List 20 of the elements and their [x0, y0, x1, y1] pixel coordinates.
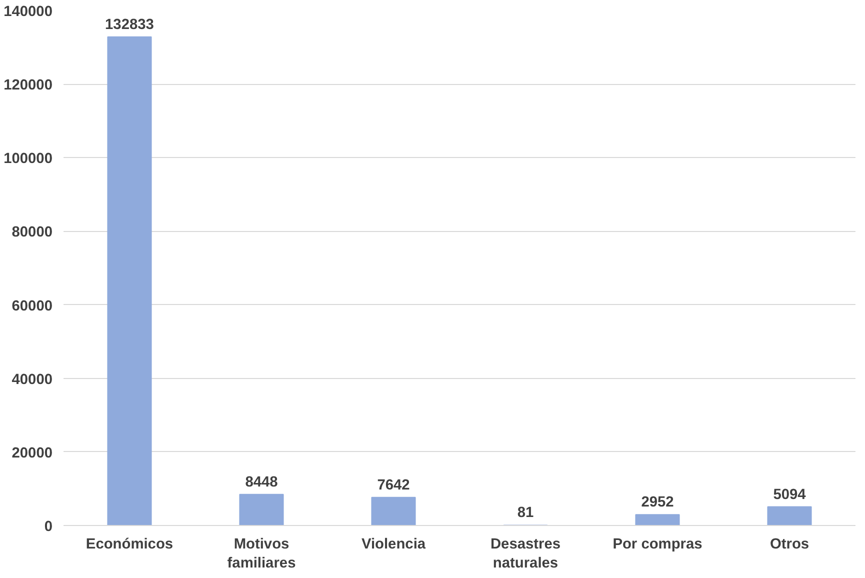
x-tick-label: Violencia	[361, 536, 426, 552]
y-tick-label: 40000	[12, 372, 53, 388]
data-label: 5094	[773, 486, 807, 503]
y-tick-label: 80000	[12, 224, 53, 241]
data-label: 2952	[641, 494, 674, 511]
data-label: 8448	[245, 474, 278, 490]
y-tick-label: 20000	[12, 445, 53, 462]
data-label: 81	[517, 505, 534, 522]
data-label: 132833	[105, 16, 154, 33]
data-label: 7642	[377, 477, 410, 494]
y-tick-label: 60000	[12, 298, 53, 314]
x-tick-label: Económicos	[86, 536, 174, 552]
x-tick-label: Por compras	[612, 536, 702, 552]
y-tick-label: 100000	[4, 151, 53, 168]
y-tick-label: 140000	[4, 4, 53, 20]
y-tick-label: 0	[44, 519, 53, 535]
x-tick-label: Otros	[770, 536, 810, 552]
x-tick-label: Desastres naturales	[490, 536, 561, 572]
y-tick-label: 120000	[4, 78, 53, 94]
x-tick-label: Motivos familiares	[227, 536, 296, 572]
